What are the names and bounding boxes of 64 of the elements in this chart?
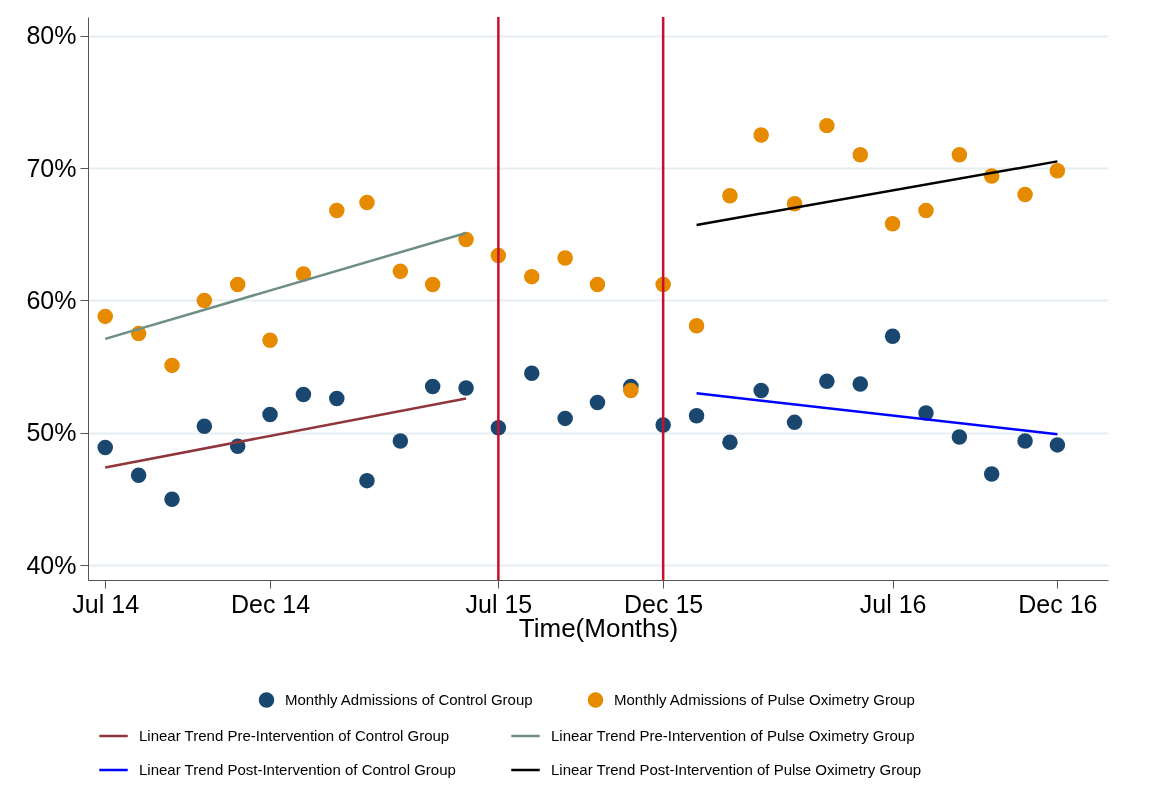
point [97,439,113,456]
point [722,434,738,450]
point [359,472,375,489]
point [557,250,573,266]
point [424,276,441,293]
point [329,202,345,219]
point [229,276,246,293]
point [458,231,474,248]
point [524,268,540,285]
point [329,390,345,407]
point [589,276,606,293]
point [130,467,147,484]
y-tick-label: 60% [26,285,77,314]
point [918,202,934,219]
point [392,433,409,449]
x-tick-label: Dec 16 [1018,589,1098,618]
point [164,357,180,374]
point [262,406,278,423]
point [196,418,213,435]
point [557,410,573,427]
point [688,317,705,334]
x-tick-label: Dec 14 [230,589,311,618]
point [262,332,278,348]
legend-label: Linear Trend Post-Intervention of Pulse Oximetry Group [551,761,922,778]
legend-label: Linear Trend Pre-Intervention of Pulse Oximetry Group [551,727,915,744]
point [295,386,312,403]
legend-label: Monthly Admissions of Control Group [285,691,533,708]
legend-label: Linear Trend Pre-Intervention of Control Group [139,727,450,744]
point [196,292,213,309]
legend-label: Linear Trend Post-Intervention of Control Group [139,761,456,778]
point [852,376,869,392]
point [1017,186,1033,203]
y-tick-label: 80% [26,21,77,50]
point [1049,162,1066,179]
point [983,466,1000,482]
point [688,408,705,424]
point [786,414,803,431]
x-tick-label: Jul 16 [859,589,927,618]
point [951,147,968,163]
point [753,127,769,143]
point [623,382,639,399]
point [722,188,738,204]
point [392,263,409,280]
legend-label: Monthly Admissions of Pulse Oximetry Group [614,691,915,708]
point [1017,433,1033,449]
point [819,373,835,390]
point [819,117,835,134]
x-tick-label: Jul 14 [72,589,140,618]
point [359,194,375,211]
y-tick-label: 40% [26,550,77,579]
point [524,365,540,382]
y-tick-label: 70% [26,153,77,182]
y-tick-label: 50% [26,418,77,447]
point [852,147,869,163]
point [424,378,441,395]
point [1049,437,1066,453]
point [164,491,180,507]
point [884,215,901,232]
point [458,380,474,396]
point [97,308,113,325]
point [589,394,606,411]
point [884,328,901,344]
point [951,429,968,445]
point [753,382,769,399]
